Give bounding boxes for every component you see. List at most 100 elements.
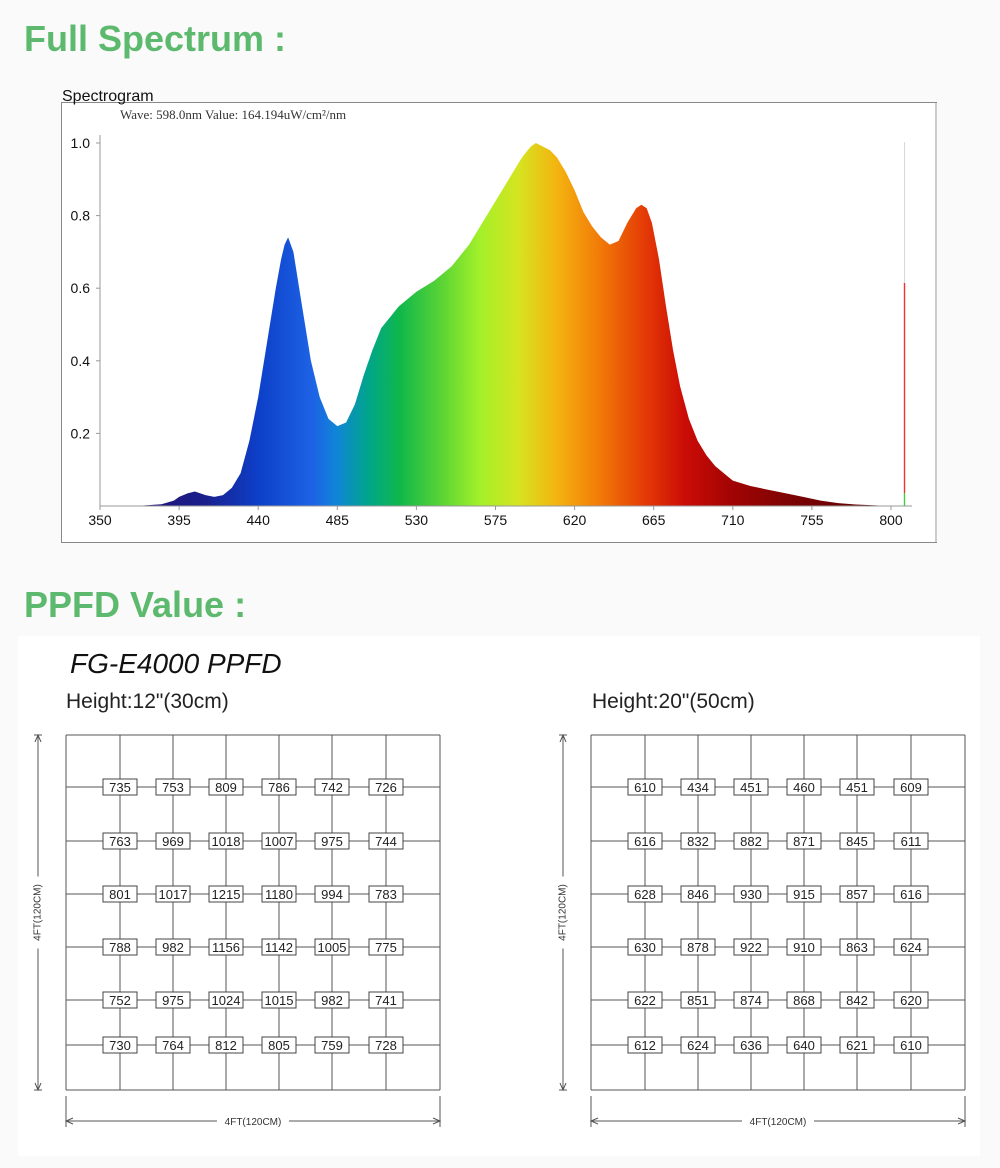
ppfd-cell-box — [839, 778, 875, 796]
ppfd-cell-value: 621 — [846, 1038, 868, 1053]
ppfd-cell-value: 726 — [375, 780, 397, 795]
label-backdrop — [742, 1114, 814, 1128]
ppfd-cell-value: 611 — [901, 834, 922, 849]
ppfd-cell-box — [786, 778, 822, 796]
ppfd-cell-box — [893, 1036, 929, 1054]
ppfd-cell-value: 451 — [740, 780, 762, 795]
ppfd-cell-value: 730 — [109, 1038, 131, 1053]
ppfd-cell-value: 857 — [846, 887, 868, 902]
ppfd-cell-box — [627, 938, 663, 956]
ppfd-cell-box — [680, 832, 716, 850]
ppfd-cell-value: 735 — [109, 780, 131, 795]
ppfd-cell-box — [893, 938, 929, 956]
ppfd-cell-box — [733, 991, 769, 1009]
ppfd-cell-box — [627, 1036, 663, 1054]
ppfd-cell-value: 982 — [162, 940, 184, 955]
ppfd-cell-box — [733, 778, 769, 796]
cursor-readout: Wave: 598.0nm Value: 164.194uW/cm²/nm — [120, 107, 346, 122]
full-spectrum-heading: Full Spectrum : — [24, 18, 287, 59]
ppfd-cell-box — [786, 938, 822, 956]
ppfd-cell-box — [733, 1036, 769, 1054]
ppfd-cell-value: 851 — [687, 993, 709, 1008]
x-tick-label: 755 — [800, 512, 824, 528]
y-tick-label: 0.8 — [71, 208, 91, 224]
y-tick-label: 0.4 — [71, 353, 91, 369]
ppfd-cell-box — [314, 938, 350, 956]
ppfd-cell-box — [155, 991, 191, 1009]
ppfd-cell-value: 759 — [321, 1038, 343, 1053]
ppfd-cell-box — [261, 938, 297, 956]
ppfd-cell-box — [155, 938, 191, 956]
arrowhead-icon — [559, 733, 567, 743]
ppfd-cell-box — [155, 778, 191, 796]
ppfd-cell-value: 451 — [846, 780, 868, 795]
x-tick-label: 665 — [642, 512, 666, 528]
arrowhead-icon — [559, 1082, 567, 1092]
grid-caption-12in: Height:12"(30cm) — [66, 690, 229, 713]
x-tick-label: 350 — [88, 512, 112, 528]
ppfd-cell-value: 624 — [687, 1038, 709, 1053]
spectrum-area — [100, 143, 891, 506]
ppfd-cell-box — [261, 778, 297, 796]
ppfd-cell-box — [155, 1036, 191, 1054]
ppfd-cell-value: 460 — [793, 780, 815, 795]
ppfd-cell-value: 868 — [793, 993, 815, 1008]
ppfd-cell-value: 764 — [162, 1038, 184, 1053]
ppfd-cell-box — [208, 778, 244, 796]
ppfd-cell-box — [102, 832, 138, 850]
x-tick-label: 485 — [326, 512, 350, 528]
ppfd-cell-box — [261, 991, 297, 1009]
ppfd-cell-box — [893, 778, 929, 796]
ppfd-cell-box — [627, 885, 663, 903]
ppfd-cell-box — [261, 885, 297, 903]
ppfd-cell-box — [261, 832, 297, 850]
ppfd-cell-box — [368, 885, 404, 903]
ppfd-cell-box — [680, 938, 716, 956]
ppfd-cell-value: 775 — [375, 940, 397, 955]
ppfd-cell-box — [368, 938, 404, 956]
ppfd-cell-box — [155, 885, 191, 903]
ppfd-cell-value: 982 — [321, 993, 343, 1008]
x-tick-label: 395 — [167, 512, 191, 528]
ppfd-cell-box — [893, 991, 929, 1009]
grid-bottom-label: 4FT(120CM) — [225, 1117, 282, 1128]
label-backdrop — [31, 876, 45, 949]
x-tick-label: 530 — [405, 512, 429, 528]
ppfd-cell-box — [102, 938, 138, 956]
ppfd-cell-box — [368, 778, 404, 796]
ppfd-cell-value: 783 — [375, 887, 397, 902]
ppfd-cell-box — [155, 832, 191, 850]
ppfd-cell-value: 1215 — [212, 887, 241, 902]
ppfd-cell-box — [208, 1036, 244, 1054]
grid-side-label: 4FT(120CM) — [558, 884, 569, 941]
ppfd-cell-box — [680, 991, 716, 1009]
ppfd-cell-value: 1024 — [212, 993, 241, 1008]
ppfd-cell-box — [839, 938, 875, 956]
ppfd-cell-box — [680, 1036, 716, 1054]
ppfd-cell-box — [314, 1036, 350, 1054]
ppfd-cell-box — [314, 885, 350, 903]
ppfd-cell-box — [680, 778, 716, 796]
ppfd-cell-value: 805 — [268, 1038, 290, 1053]
ppfd-cell-value: 878 — [687, 940, 709, 955]
x-tick-label: 800 — [879, 512, 903, 528]
ppfd-cell-value: 630 — [634, 940, 656, 955]
ppfd-cell-value: 728 — [375, 1038, 397, 1053]
ppfd-cell-value: 624 — [900, 940, 922, 955]
ppfd-cell-box — [627, 991, 663, 1009]
label-backdrop — [217, 1114, 289, 1128]
ppfd-cell-box — [102, 991, 138, 1009]
ppfd-cell-value: 609 — [900, 780, 922, 795]
ppfd-cell-box — [627, 778, 663, 796]
ppfd-cell-value: 812 — [215, 1038, 237, 1053]
ppfd-cell-value: 1180 — [265, 887, 293, 902]
arrowhead-icon — [589, 1117, 599, 1125]
ppfd-cell-value: 616 — [634, 834, 656, 849]
ppfd-cell-value: 610 — [634, 780, 656, 795]
ppfd-cell-value: 612 — [634, 1038, 656, 1053]
x-tick-label: 710 — [721, 512, 745, 528]
ppfd-cell-value: 846 — [687, 887, 709, 902]
ppfd-model-title: FG-E4000 PPFD — [70, 648, 282, 679]
ppfd-cell-value: 753 — [162, 780, 184, 795]
ppfd-cell-value: 863 — [846, 940, 868, 955]
